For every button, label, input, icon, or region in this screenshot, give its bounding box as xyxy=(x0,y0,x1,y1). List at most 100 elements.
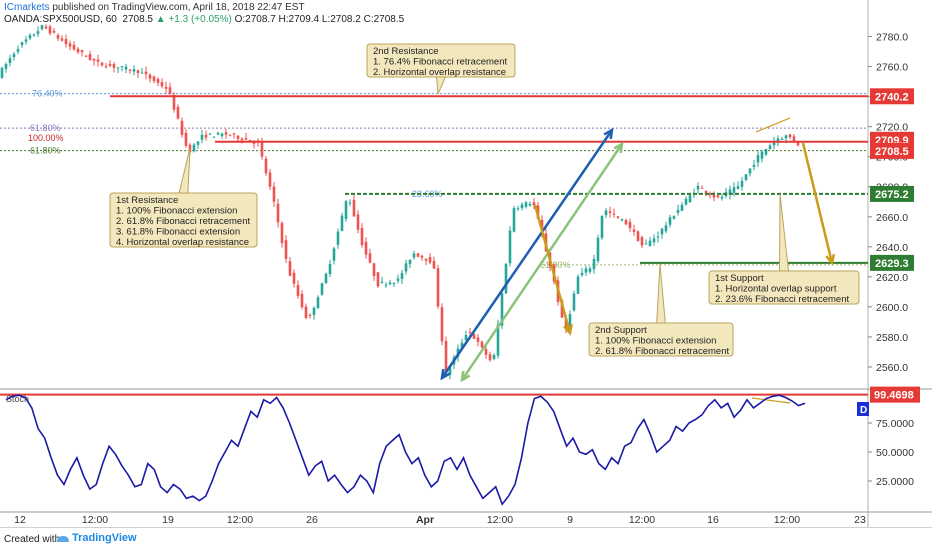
candle-body xyxy=(432,260,436,269)
candle-body xyxy=(76,48,80,53)
candle-body xyxy=(264,158,268,174)
candle-body xyxy=(600,215,604,238)
time-tick-label: 12 xyxy=(14,514,26,526)
green-fib-arrow-head xyxy=(460,370,471,383)
candle-body xyxy=(244,138,248,140)
candle-body xyxy=(736,186,740,189)
candle-body xyxy=(20,42,24,46)
price-tick-label: 2640.0 xyxy=(876,242,908,254)
candle-body xyxy=(176,106,180,119)
candle-body xyxy=(460,342,464,350)
stoch-line xyxy=(5,394,806,506)
stoch-level-tag xyxy=(870,386,920,403)
blue-fib-arrow-head xyxy=(603,127,614,140)
candle-body xyxy=(68,43,72,47)
candle-body xyxy=(624,219,628,225)
candle-body xyxy=(324,273,328,284)
candle-body xyxy=(408,259,412,265)
price-tick-label: 2580.0 xyxy=(876,332,908,344)
time-tick-label: 12:00 xyxy=(774,514,800,526)
candle-body xyxy=(584,268,588,273)
time-tick-label: 12:00 xyxy=(82,514,108,526)
candle-body xyxy=(12,53,16,58)
candle-body xyxy=(300,293,304,308)
candle-body xyxy=(248,139,252,142)
price-tag-box xyxy=(870,88,914,105)
tradingview-logo-text[interactable]: TradingView xyxy=(72,532,137,544)
price-tick-label: 2780.0 xyxy=(876,32,908,44)
green-fib-arrow-head xyxy=(613,141,624,154)
candle-body xyxy=(444,340,448,373)
time-tick-label: 12:00 xyxy=(487,514,513,526)
candle-body xyxy=(768,145,772,150)
annotation-pointer xyxy=(436,76,447,95)
candle-body xyxy=(524,202,528,207)
candle-body xyxy=(704,190,708,194)
annotation-line: 1. 100% Fibonacci extension xyxy=(116,206,237,217)
annotation-line: 2. 61.8% Fibonacci retracement xyxy=(595,346,729,357)
candle-body xyxy=(476,337,480,342)
candle-body xyxy=(44,26,48,29)
annotation-pointer xyxy=(778,193,790,272)
tradingview-logo-icon[interactable] xyxy=(56,533,70,543)
candle-body xyxy=(380,281,384,283)
candle-body xyxy=(676,209,680,213)
candle-body xyxy=(128,69,132,71)
time-tick-label: 23 xyxy=(854,514,866,526)
time-tick-label: 12:00 xyxy=(629,514,655,526)
candle-body xyxy=(356,214,360,230)
blue-fib-arrow xyxy=(440,129,614,379)
candle-body xyxy=(284,240,288,259)
candle-body xyxy=(680,204,684,211)
annotation-title: 1st Resistance xyxy=(116,195,178,206)
candle-body xyxy=(384,284,388,286)
time-tick-label: 16 xyxy=(707,514,719,526)
candle-body xyxy=(116,67,120,69)
candle-body xyxy=(632,229,636,232)
candle-body xyxy=(136,70,140,74)
candle-body xyxy=(696,185,700,190)
candle-body xyxy=(792,136,796,142)
blue-fib-arrow-head xyxy=(440,368,451,381)
candle-body xyxy=(528,203,532,206)
candle-body xyxy=(232,133,236,135)
candle-body xyxy=(464,335,468,341)
candle-body xyxy=(628,221,632,229)
annotation-box xyxy=(588,322,734,357)
candle-body xyxy=(152,76,156,82)
symbol-line: OANDA:SPX500USD, 60 2708.5 ▲ +1.3 (+0.05… xyxy=(4,14,404,25)
candle-body xyxy=(200,134,204,140)
candle-body xyxy=(588,268,592,272)
time-tick-label: 12:00 xyxy=(227,514,253,526)
candle-body xyxy=(100,62,104,66)
publisher-line: ICmarkets published on TradingView.com, … xyxy=(4,2,305,13)
brand-name[interactable]: ICmarkets xyxy=(4,2,50,13)
candle-body xyxy=(748,168,752,174)
candle-body xyxy=(484,348,488,355)
annotation-line: 2. 61.8% Fibonacci retracement xyxy=(116,216,250,227)
stoch-tick-label: 50.0000 xyxy=(876,447,914,459)
annotation-title: 2nd Resistance xyxy=(373,46,438,57)
up-arrow-icon: ▲ xyxy=(155,14,166,25)
candle-body xyxy=(560,300,564,318)
price-tick-label: 2620.0 xyxy=(876,272,908,284)
candle-body xyxy=(192,144,196,152)
candle-body xyxy=(612,213,616,215)
candle-body xyxy=(64,39,68,45)
candle-body xyxy=(320,283,324,295)
candle-body xyxy=(260,141,264,157)
candle-body xyxy=(796,141,800,146)
candle-body xyxy=(156,78,160,83)
candle-body xyxy=(160,82,164,87)
published-text: published on TradingView.com, April 18, … xyxy=(52,2,305,13)
candle-body xyxy=(268,172,272,187)
candle-body xyxy=(292,272,296,284)
candle-body xyxy=(684,198,688,205)
candle-body xyxy=(208,133,212,135)
candle-body xyxy=(412,253,416,258)
candle-body xyxy=(712,195,716,198)
candle-body xyxy=(304,306,308,319)
time-tick-label: Apr xyxy=(416,514,434,526)
